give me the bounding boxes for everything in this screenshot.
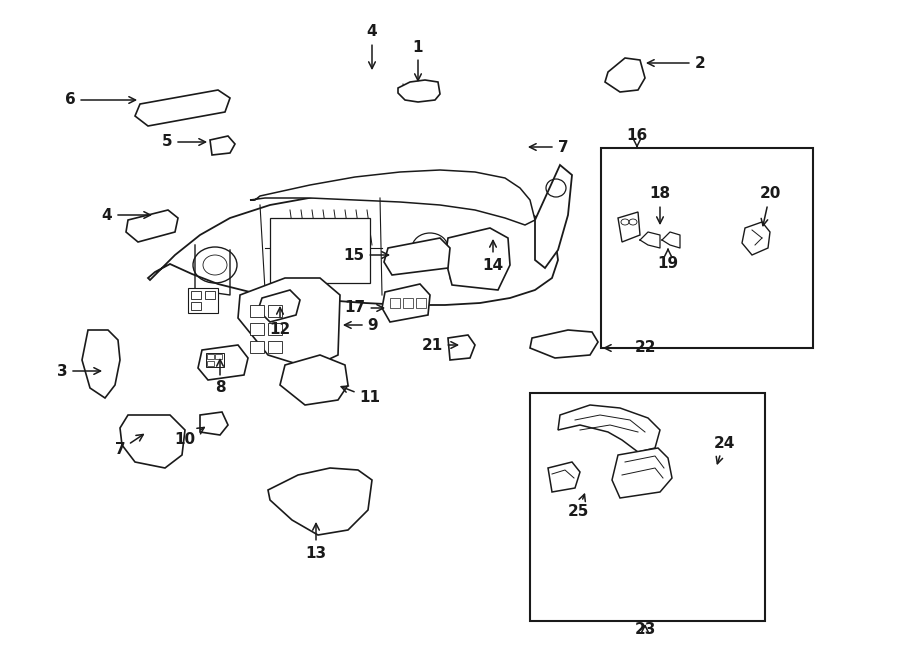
- Polygon shape: [198, 345, 248, 380]
- Bar: [250, 305, 264, 317]
- Bar: [207, 354, 214, 359]
- Polygon shape: [210, 136, 235, 155]
- Polygon shape: [82, 330, 120, 398]
- Polygon shape: [148, 188, 558, 305]
- Text: 4: 4: [102, 208, 150, 223]
- Polygon shape: [135, 90, 230, 126]
- Text: 22: 22: [605, 340, 656, 356]
- Text: 6: 6: [65, 93, 136, 108]
- Polygon shape: [250, 170, 535, 225]
- Bar: [601, 148, 813, 348]
- Polygon shape: [280, 355, 348, 405]
- Bar: [191, 302, 201, 310]
- Text: 4: 4: [366, 24, 377, 69]
- Text: 10: 10: [175, 428, 204, 447]
- Bar: [268, 341, 282, 353]
- Bar: [206, 353, 224, 367]
- Text: 19: 19: [657, 249, 679, 270]
- Polygon shape: [398, 80, 440, 102]
- Polygon shape: [448, 335, 475, 360]
- Text: 15: 15: [344, 247, 389, 262]
- Polygon shape: [384, 238, 450, 275]
- Bar: [530, 393, 765, 621]
- Polygon shape: [258, 290, 300, 322]
- Bar: [191, 291, 201, 299]
- Text: 1: 1: [413, 40, 423, 81]
- Bar: [188, 288, 218, 313]
- Text: 7: 7: [114, 434, 143, 457]
- Polygon shape: [612, 448, 672, 498]
- Text: 2: 2: [647, 56, 706, 71]
- Text: 24: 24: [714, 436, 734, 464]
- Bar: [207, 361, 214, 366]
- Polygon shape: [238, 278, 340, 368]
- Polygon shape: [445, 228, 510, 290]
- Bar: [403, 298, 413, 308]
- Bar: [215, 354, 222, 359]
- Text: 18: 18: [650, 186, 670, 223]
- Polygon shape: [548, 462, 580, 492]
- Polygon shape: [120, 415, 185, 468]
- Text: 12: 12: [269, 307, 291, 338]
- Polygon shape: [618, 212, 640, 242]
- Text: 23: 23: [634, 623, 656, 637]
- Text: 16: 16: [626, 128, 648, 146]
- Bar: [270, 218, 370, 283]
- Polygon shape: [126, 210, 178, 242]
- Text: 5: 5: [162, 134, 205, 149]
- Bar: [250, 323, 264, 335]
- Text: 25: 25: [567, 494, 589, 520]
- Polygon shape: [742, 222, 770, 255]
- Text: 11: 11: [341, 386, 381, 405]
- Polygon shape: [530, 330, 598, 358]
- Text: 9: 9: [345, 317, 378, 332]
- Text: 14: 14: [482, 241, 504, 272]
- Bar: [268, 305, 282, 317]
- Polygon shape: [382, 284, 430, 322]
- Text: 17: 17: [345, 301, 383, 315]
- Bar: [205, 291, 215, 299]
- Text: 7: 7: [529, 139, 568, 155]
- Text: 21: 21: [421, 338, 457, 352]
- Text: 20: 20: [760, 186, 780, 225]
- Polygon shape: [535, 165, 572, 268]
- Text: 8: 8: [215, 360, 225, 395]
- Bar: [390, 298, 400, 308]
- Polygon shape: [558, 405, 660, 452]
- Text: 13: 13: [305, 524, 327, 561]
- Polygon shape: [605, 58, 645, 92]
- Bar: [268, 323, 282, 335]
- Bar: [250, 341, 264, 353]
- Polygon shape: [268, 468, 372, 535]
- Text: 3: 3: [57, 364, 101, 379]
- Polygon shape: [200, 412, 228, 435]
- Bar: [416, 298, 426, 308]
